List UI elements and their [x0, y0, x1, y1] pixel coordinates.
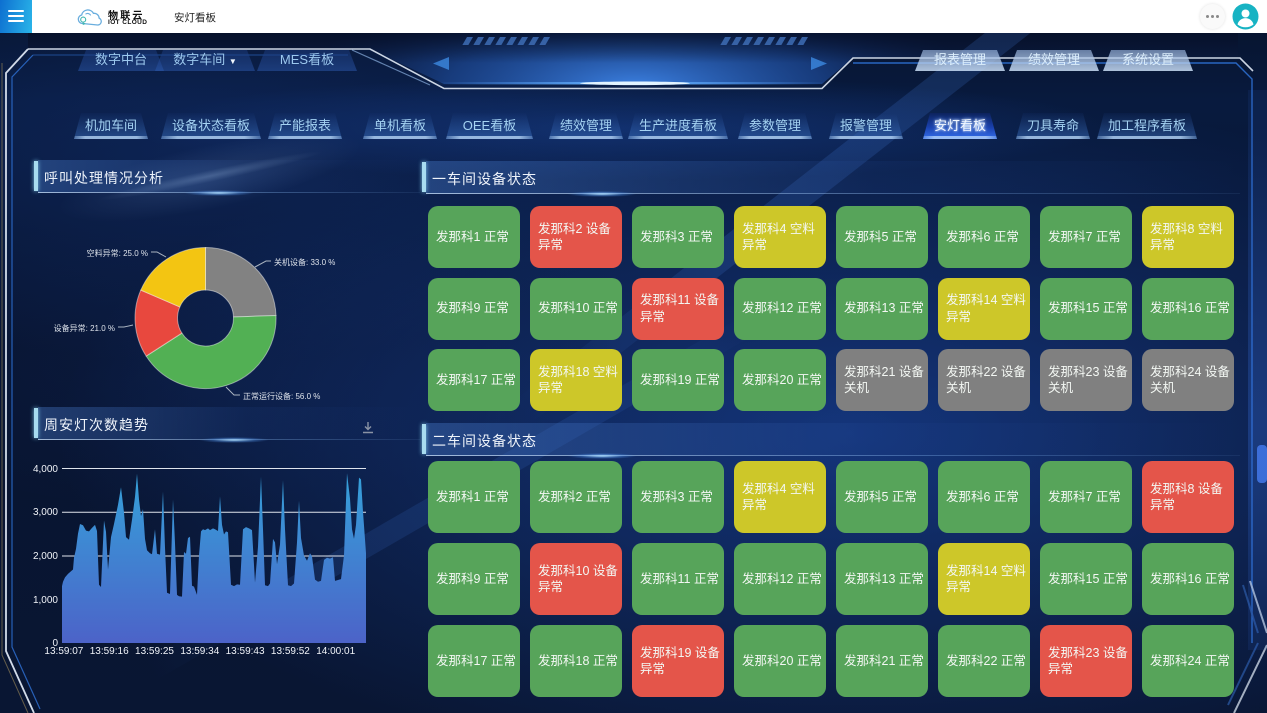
svg-text:13:59:07: 13:59:07 [44, 646, 83, 657]
svg-text:13:59:43: 13:59:43 [226, 646, 265, 657]
svg-text:空料异常: 25.0 %: 空料异常: 25.0 % [87, 248, 148, 258]
svg-text:13:59:16: 13:59:16 [90, 646, 129, 657]
svg-text:关机设备: 33.0 %: 关机设备: 33.0 % [274, 257, 335, 267]
svg-text:2,000: 2,000 [33, 551, 58, 562]
svg-text:13:59:34: 13:59:34 [180, 646, 219, 657]
svg-text:1,000: 1,000 [33, 595, 58, 606]
svg-text:13:59:25: 13:59:25 [135, 646, 174, 657]
svg-text:0: 0 [52, 638, 58, 649]
svg-text:设备异常: 21.0 %: 设备异常: 21.0 % [54, 323, 115, 333]
svg-text:3,000: 3,000 [33, 507, 58, 518]
svg-text:14:00:01: 14:00:01 [316, 646, 355, 657]
svg-text:4,000: 4,000 [33, 464, 58, 475]
svg-text:正常运行设备: 56.0 %: 正常运行设备: 56.0 % [243, 391, 320, 401]
svg-text:13:59:52: 13:59:52 [271, 646, 310, 657]
